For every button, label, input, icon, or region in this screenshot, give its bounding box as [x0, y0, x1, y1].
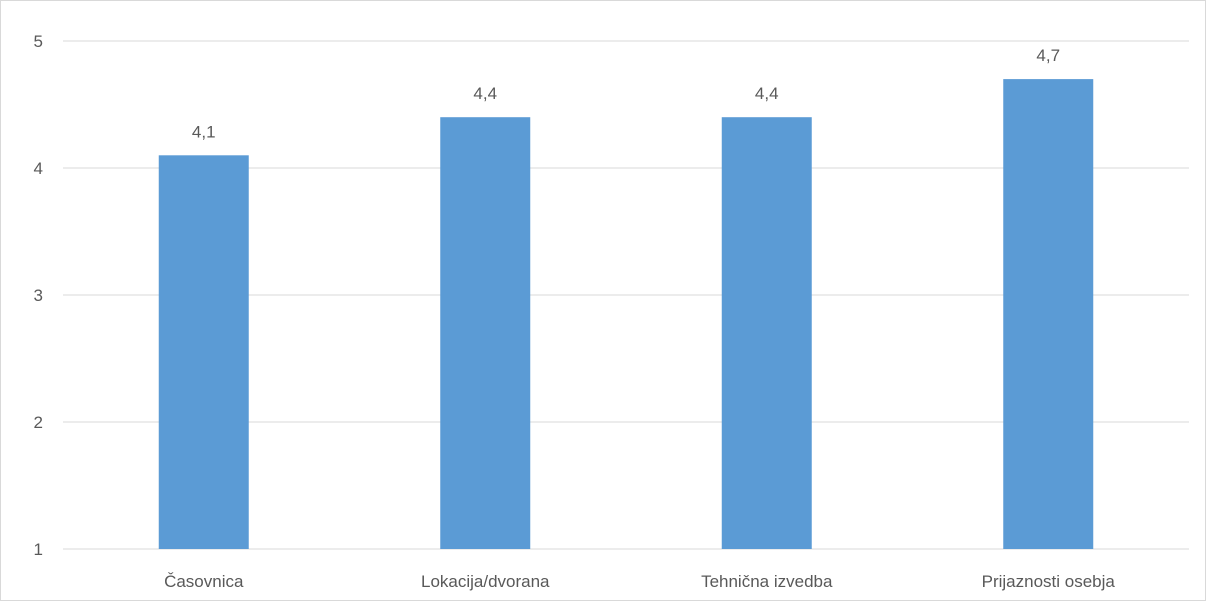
y-tick-label: 2 [34, 413, 43, 432]
y-tick-label: 4 [34, 159, 43, 178]
x-category-label: Lokacija/dvorana [421, 572, 550, 591]
y-tick-label: 3 [34, 286, 43, 305]
data-labels: 4,1 4,4 4,4 4,7 [192, 46, 1060, 141]
bars [158, 79, 1094, 550]
x-axis-labels: Časovnica Lokacija/dvorana Tehnična izvedb… [164, 572, 1115, 591]
y-tick-label: 1 [34, 540, 43, 559]
y-tick-label: 5 [34, 32, 43, 51]
data-label: 4,4 [473, 84, 497, 103]
data-label: 4,4 [755, 84, 779, 103]
gridlines [63, 40, 1189, 550]
bar-4 [1003, 79, 1094, 549]
bar-2 [440, 117, 531, 549]
y-axis-ticks: 1 2 3 4 5 [34, 32, 43, 559]
bar-1 [158, 155, 249, 550]
x-category-label: Prijaznosti osebja [982, 572, 1116, 591]
x-category-label: Časovnica [164, 572, 244, 591]
x-category-label: Tehnična izvedba [701, 572, 833, 591]
data-label: 4,1 [192, 122, 216, 141]
data-label: 4,7 [1036, 46, 1060, 65]
bar-3 [721, 117, 812, 549]
